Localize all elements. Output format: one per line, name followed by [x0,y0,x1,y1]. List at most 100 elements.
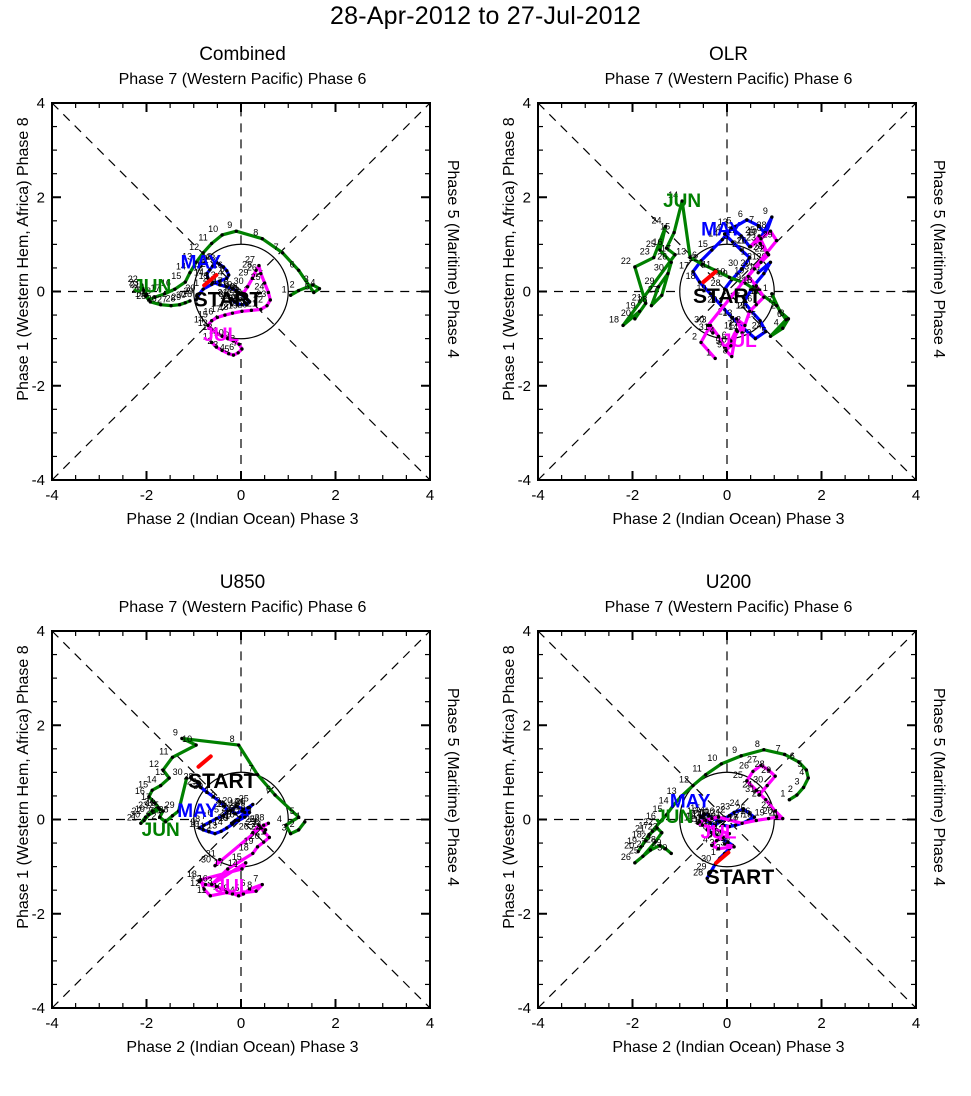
day-marker [201,287,205,291]
day-marker [752,267,757,271]
day-number: 28 [756,220,766,230]
day-marker [180,736,184,741]
day-marker [733,224,738,229]
day-number: 25 [746,310,756,320]
day-marker [237,342,241,346]
day-number: 20 [132,285,142,295]
day-number: 7 [249,764,254,774]
day-marker [688,255,692,260]
start-arrow-icon [714,850,731,865]
day-marker [739,754,743,758]
day-number: 25 [136,291,146,301]
day-number: 14 [213,817,223,827]
day-marker [147,813,151,817]
month-label-jun: JUN [663,191,701,212]
day-number: 25 [646,239,656,249]
x-tick-label: 0 [723,487,731,504]
day-number: 11 [198,232,207,242]
day-marker [652,255,656,260]
day-number: 17 [638,820,648,830]
day-marker [183,301,187,305]
day-marker [158,815,162,819]
day-marker [706,824,710,829]
day-number: 4 [716,223,721,233]
day-number: 16 [203,306,213,316]
start-arrow-icon [701,269,718,285]
y-tick-label: -4 [518,472,531,489]
month-label-jul: JUL [721,331,757,352]
day-marker [714,834,719,838]
day-number: 27 [648,284,658,294]
day-marker [641,854,645,858]
day-number: 5 [224,344,229,354]
day-number: 25 [733,770,743,780]
day-marker [699,815,703,819]
day-number: 18 [235,801,245,811]
day-marker [140,283,144,287]
panel-olr: OLR Phase 7 (Western Pacific) Phase 6 Ph… [486,38,971,568]
day-number: 24 [652,215,662,225]
day-marker [184,776,189,780]
day-number: 19 [222,280,232,290]
day-number: 3 [720,838,725,848]
panel-title: Combined [199,44,286,65]
day-number: 5 [726,215,731,225]
month-label-may: MAY [181,252,222,273]
day-marker [650,829,655,833]
day-number: 28 [728,812,738,822]
day-marker [240,809,244,813]
day-marker [762,271,766,276]
day-marker [214,345,219,349]
x-tick-label: -4 [45,1015,58,1032]
day-number: 30 [185,283,195,293]
day-marker [673,253,677,257]
day-number: 24 [254,281,264,291]
day-marker [226,867,230,871]
day-number: 21 [718,306,728,316]
day-marker [211,795,216,799]
day-number: 19 [135,804,145,814]
day-marker [199,878,203,882]
trajectory-jul: 1234567891011121314151617181920212223242… [692,220,779,361]
day-marker [729,339,733,343]
day-number: 25 [629,845,639,855]
day-marker [150,809,154,813]
day-marker [710,816,714,821]
day-marker [721,835,725,840]
day-marker [700,823,705,827]
day-number: 8 [210,253,215,263]
day-marker [639,845,643,849]
day-marker [797,760,801,764]
day-marker [208,268,212,272]
plot-area-u200: -4-4-2-200224428293012345678910111213141… [518,623,921,1032]
day-number: 23 [247,817,257,827]
day-marker [774,238,779,243]
plot-area-olr: -4-4-2-200224428293012345678910111213141… [518,95,921,504]
x-axis-label: Phase 2 (Indian Ocean) Phase 3 [612,1039,845,1056]
day-marker [210,327,214,331]
day-number: 18 [239,842,249,852]
day-marker [708,821,713,825]
day-marker [227,352,231,356]
day-number: 9 [736,272,741,282]
day-marker [230,311,235,315]
day-number: 17 [214,858,224,868]
x-tick-label: 4 [426,487,434,504]
day-marker [230,286,235,291]
day-number: 26 [146,806,156,816]
day-number: 11 [724,321,733,331]
day-marker [713,356,717,361]
day-marker [758,241,762,246]
diagonal-gridline [51,102,431,481]
day-marker [658,820,662,824]
day-marker [220,233,224,237]
day-marker [240,867,244,871]
day-marker [754,284,758,288]
day-marker [714,839,719,843]
day-marker [183,280,187,284]
day-marker [724,348,728,353]
day-number: 8 [757,223,762,233]
day-number: 2 [732,239,737,249]
day-marker [733,823,738,827]
day-marker [158,783,163,788]
